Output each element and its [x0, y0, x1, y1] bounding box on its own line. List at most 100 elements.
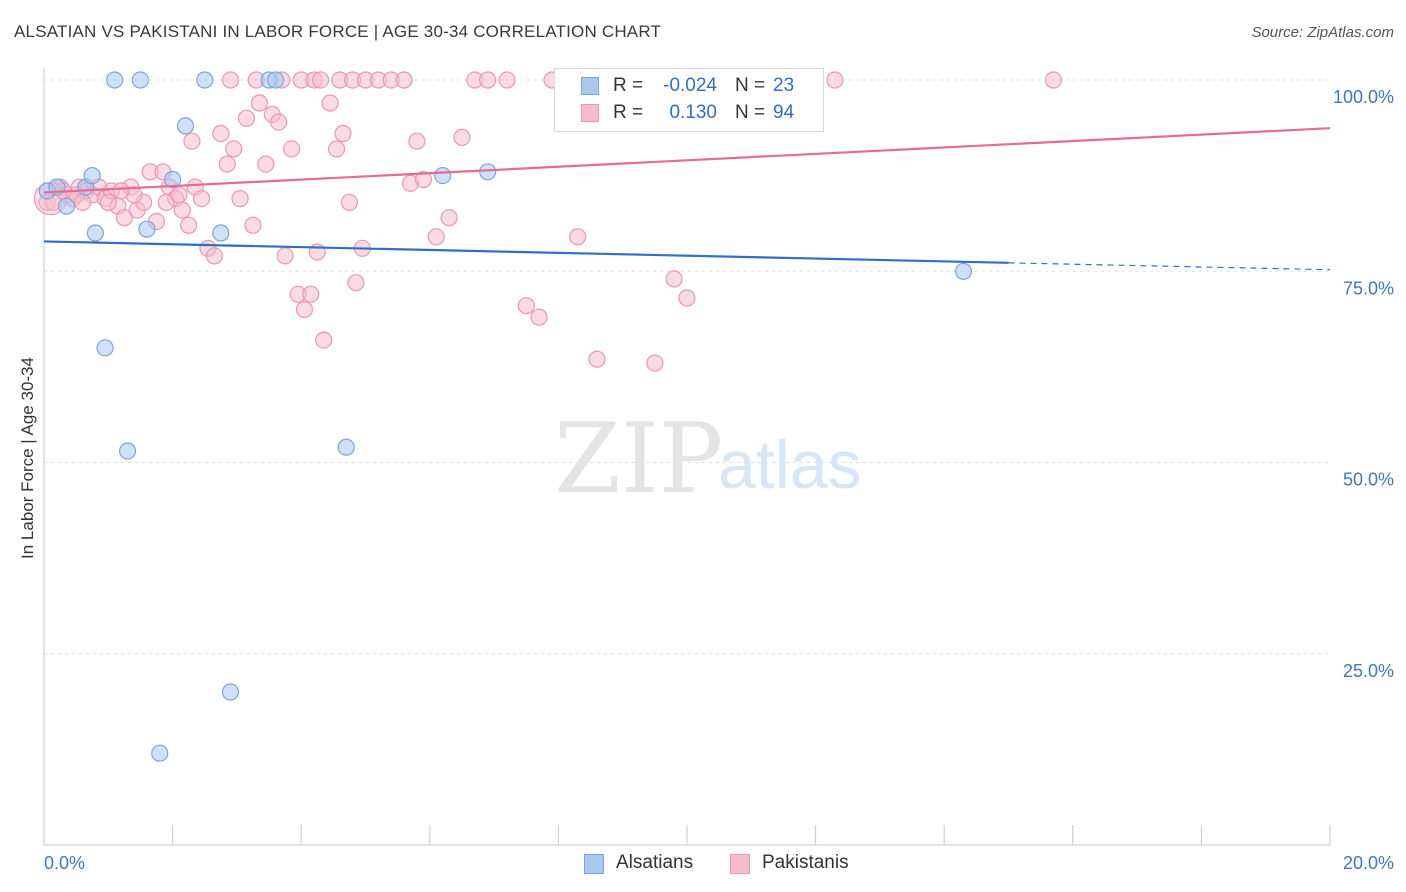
pakistani-point	[250, 94, 268, 112]
y-tick-label: 25.0%	[1343, 661, 1394, 681]
pakistani-point	[231, 190, 249, 208]
alsatian-point	[176, 117, 195, 135]
pakistani-swatch-icon	[730, 854, 750, 874]
alsatian-point	[337, 438, 355, 456]
pakistani-point	[276, 247, 294, 265]
alsatian-point	[131, 71, 149, 89]
alsatian-swatch-icon	[581, 77, 599, 95]
legend-row-pakistanis: R = 0.130 N = 94	[555, 100, 823, 126]
pakistani-point	[588, 350, 606, 368]
pakistani-point	[257, 155, 275, 173]
pakistani-point	[569, 228, 587, 246]
pakistani-point	[517, 297, 535, 315]
stats-legend: R = -0.024 N = 23 R = 0.130 N = 94	[554, 68, 824, 132]
alsatian-point	[479, 163, 497, 181]
pakistani-point	[237, 109, 256, 127]
alsatian-point	[221, 683, 240, 701]
pakistani-point	[221, 71, 240, 89]
pakistani-point	[395, 71, 413, 89]
alsatian-swatch-icon	[584, 854, 604, 874]
pakistani-point	[212, 124, 230, 143]
x-tick-label-min: 0.0%	[44, 853, 85, 873]
alsatian-point	[138, 220, 156, 238]
alsatian-point	[151, 744, 169, 762]
source-label: Source: ZipAtlas.com	[1251, 24, 1394, 41]
trend-lines	[43, 127, 1331, 271]
alsatian-point	[96, 339, 114, 357]
alsatian-point	[434, 167, 452, 185]
pakistani-point	[112, 182, 130, 200]
series-legend: Alsatians Pakistanis	[0, 852, 1406, 878]
legend-label-alsatians: Alsatians	[616, 852, 694, 873]
legend-r-value: 0.130	[669, 102, 717, 123]
y-tick-label: 75.0%	[1343, 278, 1394, 298]
alsatian-trend-extension	[1008, 262, 1331, 271]
pakistani-point	[180, 216, 198, 234]
pakistani-point	[218, 155, 236, 173]
y-tick-label: 50.0%	[1343, 470, 1394, 490]
pakistani-point	[225, 140, 243, 158]
legend-row-alsatians: R = -0.024 N = 23	[555, 73, 823, 99]
x-tick-labels: 0.0% 20.0%	[44, 853, 1394, 873]
pakistani-point	[192, 190, 211, 208]
pakistani-point	[173, 201, 191, 219]
watermark: ZIP atlas	[554, 403, 862, 515]
legend-r-label: R =	[613, 75, 644, 96]
pakistani-point	[646, 354, 664, 372]
pakistani-point	[311, 71, 330, 89]
pakistani-point	[479, 71, 497, 89]
pakistani-point	[530, 308, 548, 326]
alsatian-point	[86, 224, 105, 242]
alsatian-point	[196, 71, 214, 89]
alsatian-point	[266, 71, 285, 89]
pakistani-point	[244, 216, 262, 234]
pakistani-point	[283, 140, 301, 158]
alsatian-point	[954, 262, 973, 280]
pakistani-point	[414, 170, 432, 189]
alsatian-points	[38, 71, 973, 762]
legend-label-pakistanis: Pakistanis	[762, 852, 849, 873]
pakistani-point	[115, 209, 134, 227]
y-tick-label: 100.0%	[1333, 87, 1394, 107]
pakistani-point	[270, 113, 288, 131]
pakistani-point	[340, 193, 358, 211]
alsatian-point	[118, 442, 137, 460]
pakistani-point	[678, 289, 696, 307]
pakistani-point	[408, 132, 426, 150]
grid-lines	[44, 79, 1330, 655]
pakistani-swatch-icon	[581, 104, 599, 122]
legend-n-value: 94	[773, 102, 795, 123]
alsatian-point	[57, 197, 76, 215]
pakistani-point	[205, 247, 223, 265]
pakistani-points	[33, 71, 1063, 372]
y-axis-title: In Labor Force | Age 30-34	[18, 357, 37, 559]
legend-n-label: N =	[735, 75, 766, 96]
pakistani-point	[453, 128, 471, 146]
pakistani-point	[73, 193, 92, 211]
pakistani-point	[170, 186, 188, 204]
pakistani-point	[334, 124, 352, 143]
alsatian-point	[83, 167, 101, 185]
alsatian-trend-line	[43, 240, 1009, 264]
x-tick-label-max: 20.0%	[1343, 853, 1394, 873]
chart-title: ALSATIAN VS PAKISTANI IN LABOR FORCE | A…	[14, 22, 662, 41]
legend-n-value: 23	[773, 75, 795, 96]
pakistani-point	[1044, 71, 1063, 89]
alsatian-point	[106, 71, 124, 89]
pakistani-point	[302, 285, 320, 303]
pakistani-point	[315, 331, 333, 349]
alsatian-point	[164, 170, 182, 189]
pakistani-point	[99, 193, 117, 211]
pakistani-point	[321, 94, 339, 112]
legend-r-value: -0.024	[663, 75, 717, 96]
pakistani-point	[665, 270, 683, 288]
pakistani-point	[328, 140, 346, 158]
legend-r-label: R =	[613, 102, 644, 123]
watermark-atlas: atlas	[718, 427, 862, 503]
pakistani-point	[440, 209, 458, 227]
pakistani-point	[427, 228, 445, 246]
pakistani-point	[295, 300, 313, 319]
y-tick-labels: 25.0% 50.0% 75.0% 100.0%	[1333, 87, 1394, 681]
pakistani-trend-line	[43, 127, 1331, 194]
